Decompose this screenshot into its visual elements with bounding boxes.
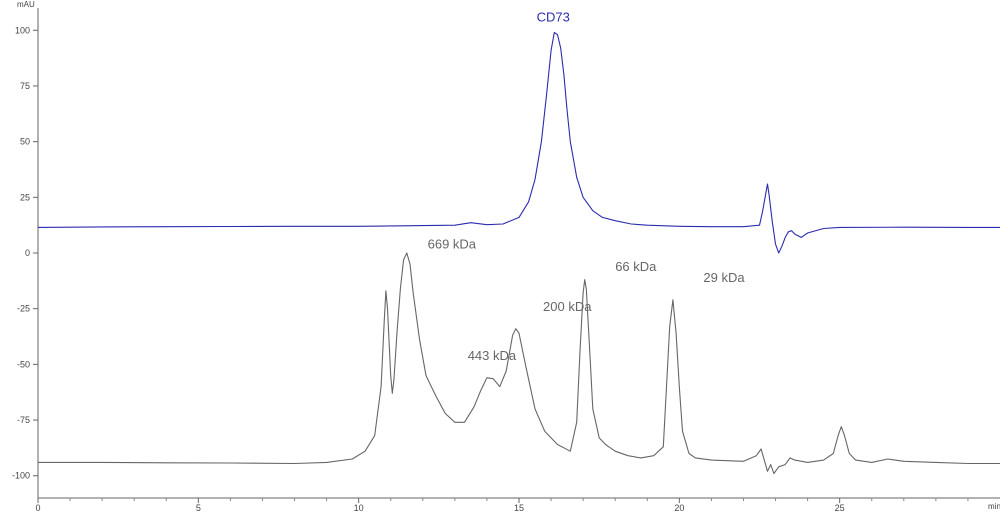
peak-annotation: 200 kDa — [543, 299, 592, 314]
peak-annotation: 669 kDa — [428, 237, 477, 252]
x-tick-label: 0 — [35, 503, 40, 513]
series-line-1 — [38, 252, 1000, 475]
y-tick-label: 75 — [20, 81, 30, 91]
peak-annotation: 443 kDa — [468, 348, 517, 363]
axes: mAU min 100 75 50 25 0 -25 -50 -75 -100 0 5 10 15 20… — [12, 0, 1000, 513]
y-tick-label: 100 — [15, 25, 30, 35]
y-tick-label: 25 — [20, 192, 30, 202]
y-tick-label: -50 — [17, 359, 30, 369]
x-axis-label: min — [988, 502, 1000, 511]
x-tick-label: 25 — [835, 503, 845, 513]
annotation-layer: CD73 669 kDa 443 kDa 200 kDa 66 kDa 29 kDa — [428, 9, 746, 363]
peak-annotation: 66 kDa — [615, 259, 657, 274]
peak-annotation: 29 kDa — [703, 270, 745, 285]
series-line-0 — [37, 31, 1000, 254]
x-tick-label: 5 — [196, 503, 201, 513]
x-tick-label: 15 — [514, 503, 524, 513]
y-ticks: 100 75 50 25 0 -25 -50 -75 -100 — [12, 25, 38, 481]
y-tick-label: -75 — [17, 415, 30, 425]
x-ticks: 0 5 10 15 20 25 — [35, 498, 969, 513]
y-tick-label: -100 — [12, 471, 30, 481]
y-axis-label: mAU — [17, 0, 35, 9]
y-tick-label: -25 — [17, 304, 30, 314]
y-tick-label: 50 — [20, 137, 30, 147]
series-layer — [37, 31, 1000, 475]
peak-annotation: CD73 — [537, 9, 570, 24]
x-tick-label: 10 — [354, 503, 364, 513]
x-tick-label: 20 — [674, 503, 684, 513]
y-tick-label: 0 — [25, 248, 30, 258]
